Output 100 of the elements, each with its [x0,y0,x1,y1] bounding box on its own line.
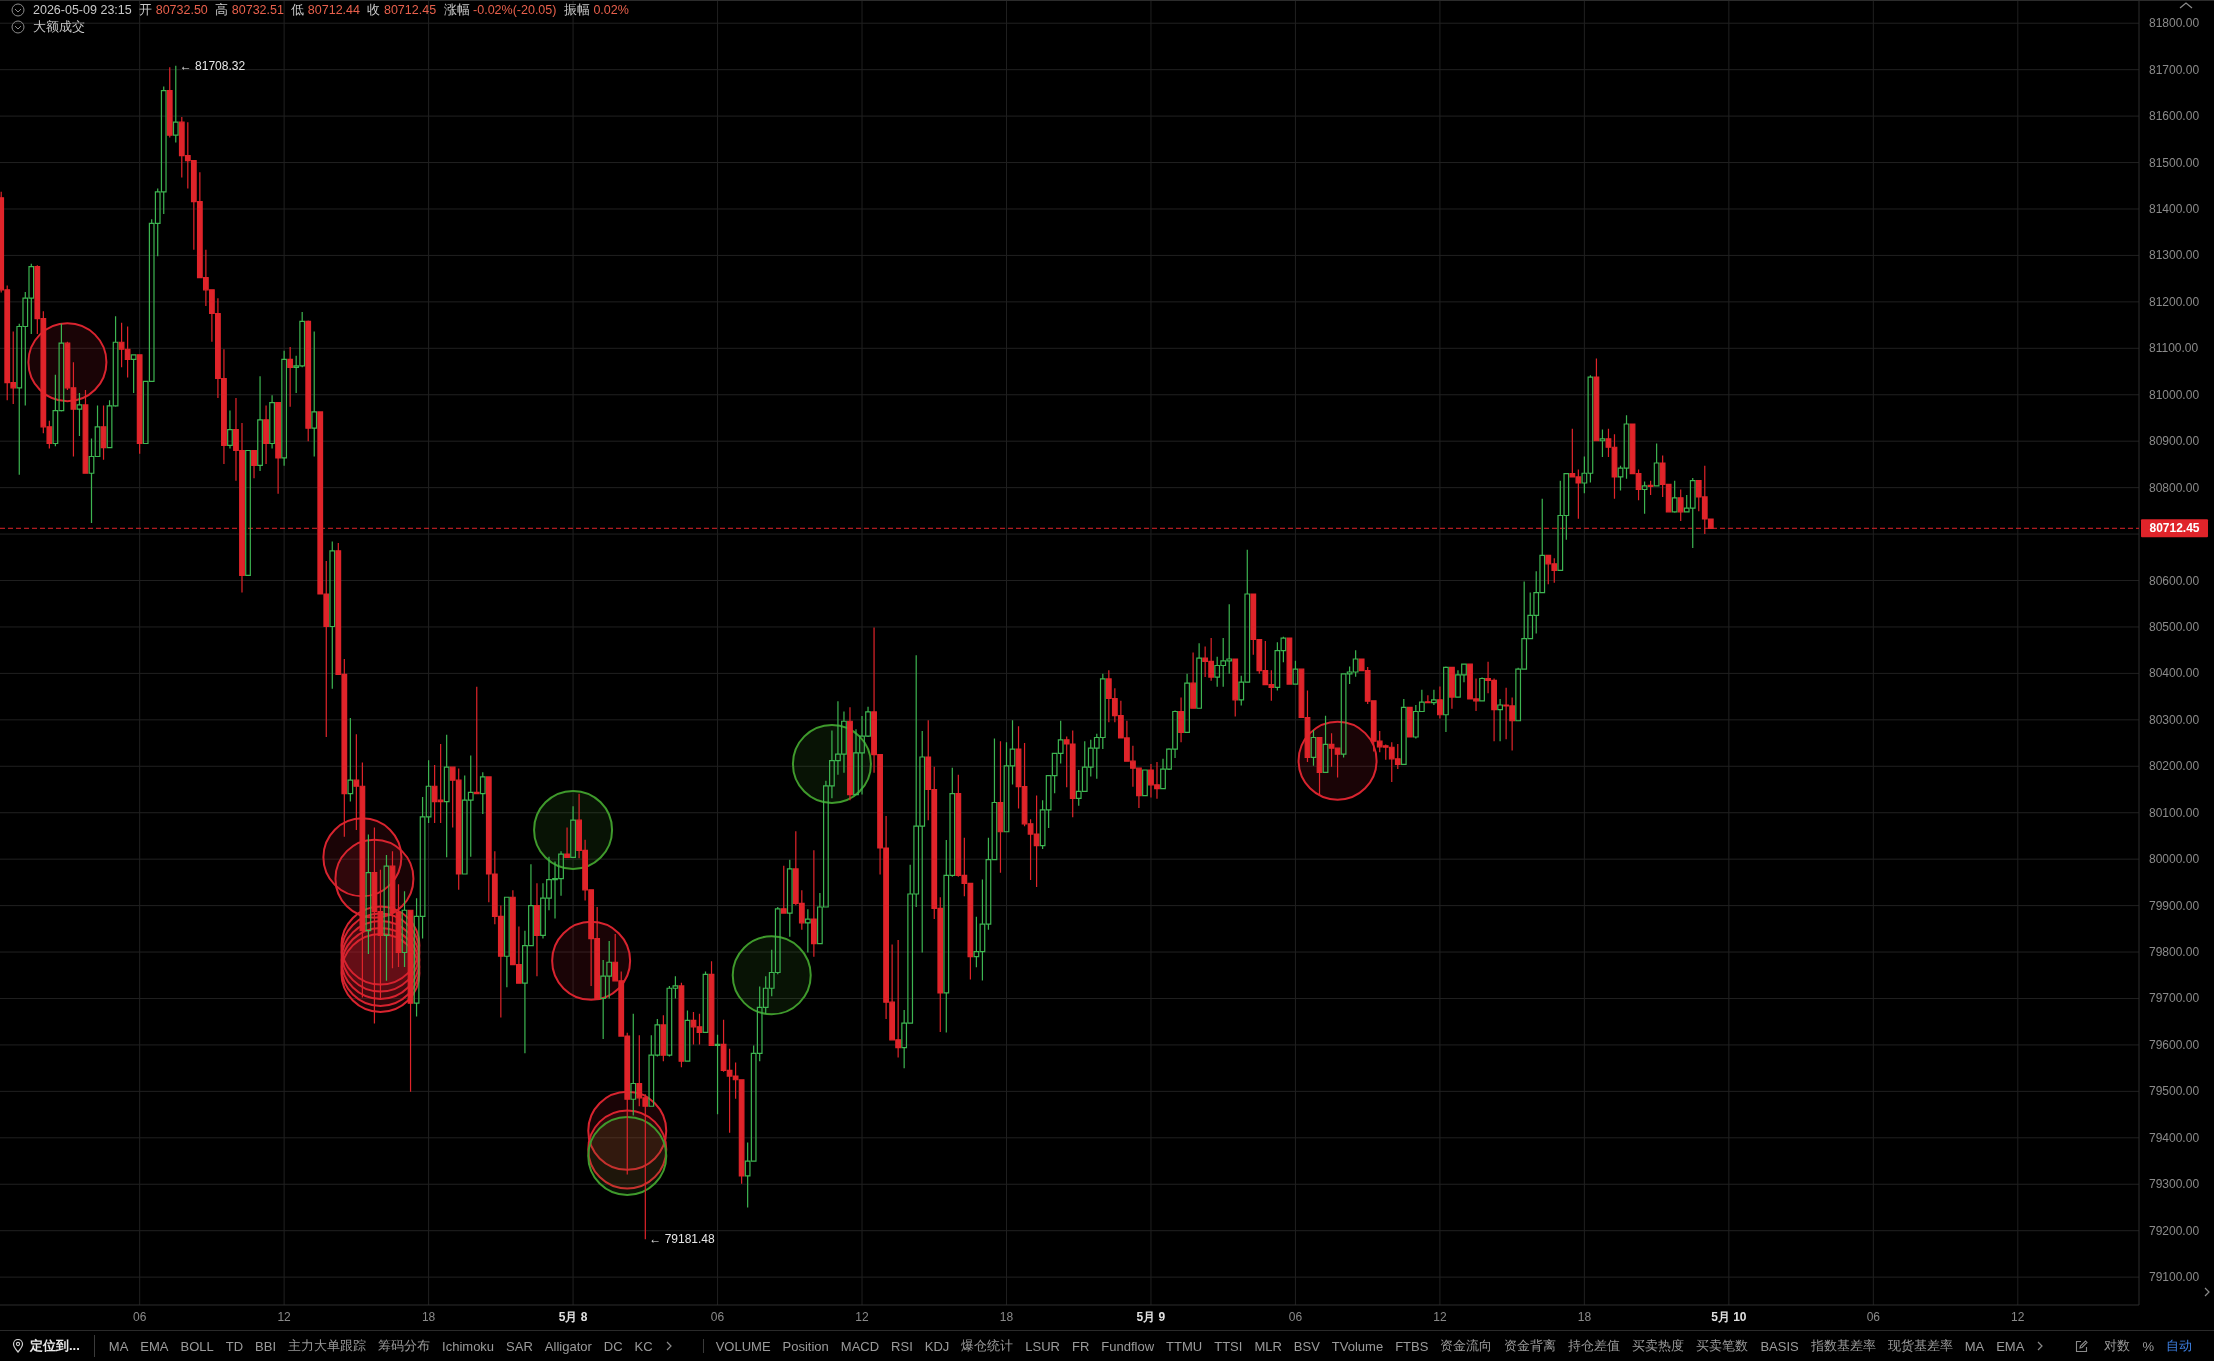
candlestick [166,66,173,139]
candlestick [684,1009,691,1062]
text: 买卖笔数 [1696,1337,1749,1355]
x-tick-label: 06 [132,1310,147,1324]
y-tick-label: 81300.00 [2149,248,2200,263]
text: 筹码分布 [378,1337,431,1355]
text: FTBS [1395,1338,1429,1354]
text: Position [782,1338,829,1354]
candlestick [305,319,312,442]
text: 自动 [2166,1337,2192,1355]
candlestick [780,865,787,914]
y-tick-label: 80800.00 [2149,480,2200,495]
x-tick-label: 06 [1866,1310,1881,1324]
candlestick [1497,698,1504,742]
text: TD [225,1338,244,1354]
candlestick [1424,694,1431,704]
x-tick-label: 5月 9 [1136,1310,1166,1324]
candlestick [1479,676,1485,702]
candlestick [1178,696,1184,743]
candlestick [630,1013,637,1117]
text: EMA [140,1338,169,1354]
candlestick [1400,698,1407,766]
text: KC [634,1338,653,1354]
text: 主力大单跟踪 [288,1337,367,1355]
text: TVolume [1331,1338,1384,1354]
candlestick [997,740,1004,874]
annotation: ← 79181.48 [649,1232,716,1247]
candlestick [1653,442,1660,487]
text: Ichimoku [442,1338,495,1354]
candlestick [251,449,257,479]
candlestick [275,402,282,495]
candlestick [564,826,570,858]
candlestick [172,65,179,144]
candlestick [1449,666,1455,710]
x-tick-label: 12 [855,1310,870,1324]
text: MA [1964,1338,1985,1354]
candlestick [1286,637,1293,685]
text: 对数 [2104,1337,2131,1355]
y-tick-label: 81200.00 [2149,294,2200,309]
y-tick-label: 79700.00 [2149,991,2200,1006]
x-tick-label: 18 [421,1310,436,1324]
candlestick [1316,736,1323,797]
candlestick [263,404,269,465]
candlestick [660,1014,667,1062]
candlestick [534,882,540,977]
candlestick [570,805,576,858]
candlestick [702,970,709,1033]
text: SAR [506,1338,533,1354]
text: KDJ [924,1338,950,1354]
y-tick-label: 79200.00 [2149,1223,2200,1238]
text: Alligator [544,1338,592,1354]
candlestick [1406,706,1413,738]
candlestick [714,1034,721,1115]
candlestick [401,890,408,968]
text: 资金流向 [1440,1337,1493,1355]
candlestick [804,908,811,954]
candlestick [1310,729,1317,767]
candlestick [287,346,294,408]
text: BBI [255,1338,277,1354]
text: 大额成交 [33,19,85,34]
text: TTSI [1214,1338,1243,1354]
y-tick-label: 81000.00 [2149,387,2200,402]
candlestick [1677,488,1684,522]
candlestick [100,404,107,461]
text: % [2142,1338,2154,1354]
candlestick [1671,480,1678,514]
candlestick [1593,357,1600,442]
candlestick [1322,715,1329,773]
candlestick [1647,480,1654,496]
y-tick-label: 80900.00 [2149,434,2200,449]
y-tick-label: 80200.00 [2149,759,2200,774]
text: 指数基差率 [1810,1337,1876,1355]
candlestick [503,896,510,988]
text: DC [603,1338,623,1354]
text: 定位到... [30,1337,80,1355]
candlestick [847,706,853,801]
candlestick [1430,689,1437,706]
point [731,935,812,1016]
candlestick [1599,428,1606,458]
candlestick [1437,685,1443,720]
text: 现货基差率 [1887,1337,1953,1355]
y-tick-label: 81700.00 [2149,62,2200,77]
candlestick [281,350,288,467]
y-tick-label: 80600.00 [2149,573,2200,588]
text: Fundflow [1101,1338,1155,1354]
candlestick [269,394,275,450]
y-tick-label: 79500.00 [2149,1084,2200,1099]
candlestick [257,375,263,472]
chart-title: 2026-05-09 23:15 开 80732.50 高 80732.51 低 80712.44 收 80712.45 涨幅 -0.02%(-20.05) 振幅 0.02% [33,3,629,17]
point [1297,720,1378,801]
candlestick [1232,658,1239,718]
candlestick [1292,660,1299,685]
x-tick-label: 06 [710,1310,725,1324]
x-tick-label: 12 [1433,1310,1447,1324]
text: EMA [1996,1338,2025,1354]
ref-line-label: 80712.45 [2149,521,2200,536]
x-tick-label: 12 [277,1310,292,1324]
y-tick-label: 79300.00 [2149,1177,2200,1192]
x-tick-label: 06 [1288,1310,1303,1324]
text: MACD [840,1338,880,1354]
